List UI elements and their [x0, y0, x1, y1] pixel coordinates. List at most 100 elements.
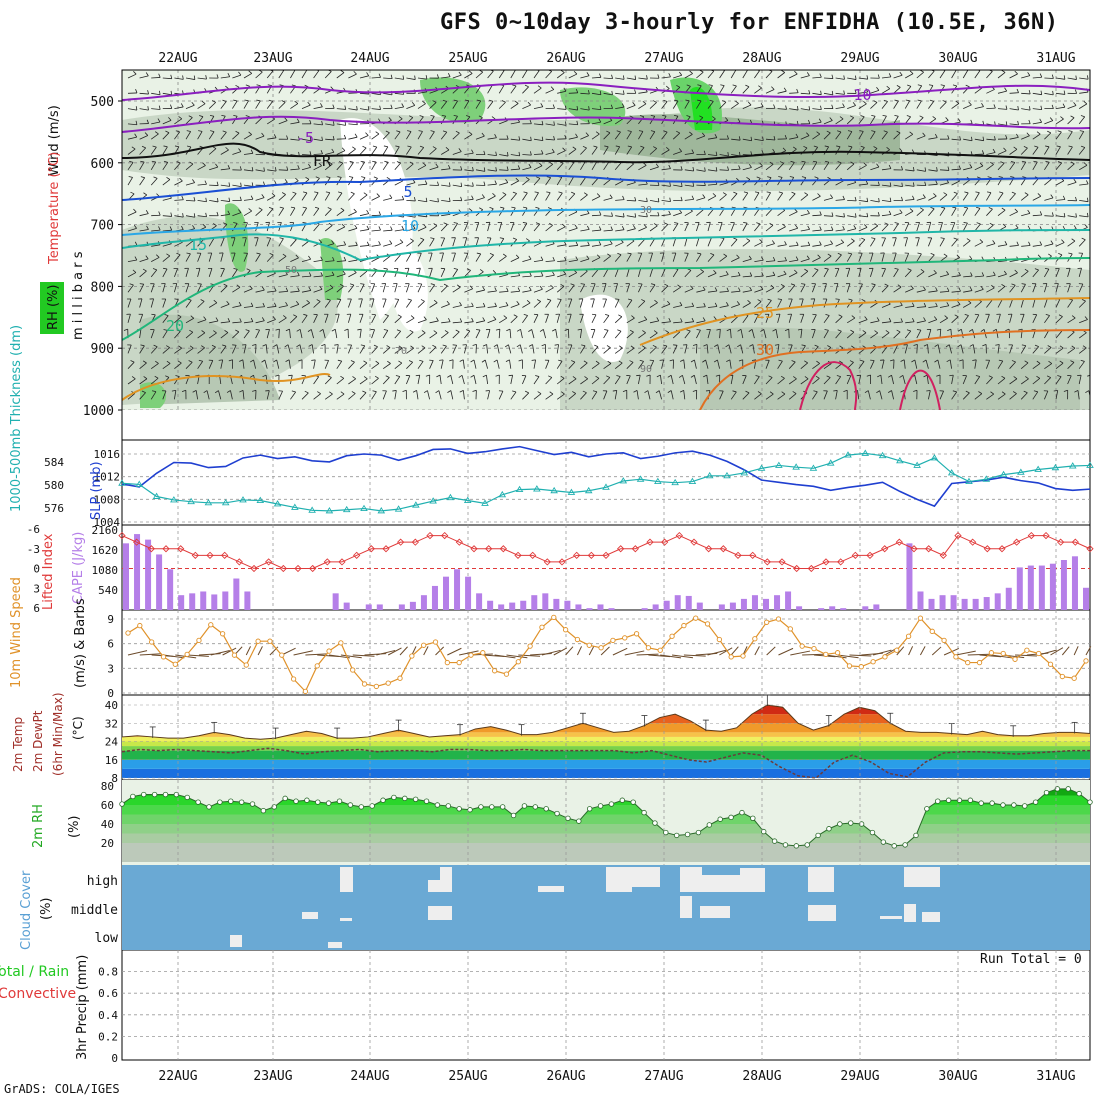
wind-barb-flag	[874, 330, 879, 334]
wind-barb-flag	[285, 359, 290, 362]
lifted-index-point	[147, 545, 155, 553]
wind-barb-flag	[522, 222, 527, 224]
wind-barb-flag	[790, 160, 795, 163]
lifted-index-point	[807, 564, 815, 573]
pressure-tick-label: 900	[91, 342, 114, 357]
wind-barb	[649, 238, 656, 247]
wind-barb-flag	[1094, 146, 1098, 148]
wind-barb	[835, 180, 844, 186]
temp-tick-label: 8	[111, 772, 118, 785]
wind-barb-flag	[690, 374, 695, 378]
wind-barb-flag	[493, 316, 497, 320]
wind-barb	[672, 286, 681, 293]
wind-barb	[717, 344, 720, 354]
wind-barb-flag	[612, 390, 617, 392]
wind-barb	[545, 123, 555, 126]
wind-barb	[835, 376, 842, 385]
wind-barb-flag	[781, 391, 786, 395]
wind-barb-flag	[884, 222, 889, 225]
wind-barb-flag	[158, 211, 161, 216]
rh-point	[782, 842, 789, 848]
wind-barb	[462, 359, 465, 369]
wind-barb	[232, 212, 242, 217]
wind-speed-point	[811, 645, 817, 652]
wind-barb-flag	[629, 360, 634, 363]
cape-tick-label: 540	[98, 584, 118, 597]
wind-barb	[986, 192, 992, 201]
wind-barb-flag	[182, 213, 184, 218]
rh-point	[815, 832, 821, 839]
wind-barb	[522, 275, 532, 278]
lifted-index-point	[323, 558, 331, 566]
wind-barb	[684, 152, 694, 155]
wind-barb-flag	[523, 313, 528, 316]
wind-barb-flag	[580, 283, 585, 285]
wind-barb-flag	[268, 99, 273, 102]
wind-barb	[313, 359, 316, 369]
wind-barb	[684, 344, 688, 354]
cloud-block	[340, 867, 353, 892]
wind-barb-flag	[837, 161, 842, 164]
wind-barb	[638, 253, 643, 262]
wind-barb-flag	[815, 375, 820, 379]
wind-barb	[1078, 131, 1085, 140]
pressure-tick-label: 800	[91, 280, 114, 295]
wind-barb-flag	[826, 375, 831, 378]
wind-barb-flag	[465, 115, 471, 118]
wind-barb	[974, 208, 981, 216]
wind-barb-flag	[437, 181, 439, 186]
wind-barb	[265, 344, 268, 354]
wind-barb	[649, 102, 657, 109]
wind-barb-flag	[969, 255, 973, 260]
wind-barb-flag	[575, 133, 578, 138]
wind-barb	[870, 225, 879, 232]
wind-barb-10m	[245, 646, 251, 656]
ylabel-thickness: 1000-500mb Thickness (dm)	[9, 325, 24, 512]
wind-barb	[406, 200, 416, 202]
wind-barb-flag	[227, 210, 231, 215]
wind-barb-flag	[1058, 314, 1063, 317]
wind-barb	[963, 138, 973, 142]
wind-speed-point	[160, 654, 167, 660]
cape-bar	[542, 593, 549, 610]
cape-bar	[928, 598, 935, 610]
wind-barb	[556, 192, 563, 201]
wind-barb-flag	[170, 212, 173, 217]
wind-barb	[533, 359, 536, 369]
wind-barb-flag	[286, 135, 289, 140]
rh-point	[761, 828, 767, 835]
wind-barb-10m	[1061, 646, 1070, 656]
wind-barb	[162, 255, 171, 262]
wind-barb	[174, 118, 183, 125]
wind-barb	[1044, 283, 1048, 293]
wind-barb-flag	[303, 313, 308, 316]
wind-barb-flag	[225, 85, 229, 89]
wind-barb	[533, 314, 539, 323]
wind-speed-point	[491, 668, 498, 674]
wind-barb	[603, 92, 613, 96]
wind-barb	[800, 270, 809, 278]
wind-barb	[951, 180, 960, 186]
thickness-point	[636, 475, 645, 482]
wind-barb	[452, 345, 458, 354]
rh-shade-region	[140, 382, 167, 408]
wind-barb	[150, 391, 157, 400]
wind-barb-flag	[239, 389, 244, 393]
wind-barb	[1067, 146, 1073, 155]
lifted-index-point	[397, 538, 405, 546]
wind-barb-flag	[296, 328, 301, 332]
wind-barb	[881, 237, 886, 247]
cape-bar	[244, 591, 251, 610]
cape-bar	[829, 606, 836, 610]
rh-point	[325, 800, 332, 806]
wind-barb	[185, 163, 194, 171]
wind-barb-flag	[715, 167, 718, 172]
cape-bar	[597, 604, 604, 610]
isotherm-line	[122, 257, 1090, 341]
rh-point	[597, 803, 604, 809]
wind-barb-flag	[192, 225, 196, 229]
rh-shade-region	[580, 294, 628, 362]
wind-barb-flag	[715, 374, 720, 377]
wind-barb	[139, 298, 143, 308]
wind-barb-flag	[316, 299, 321, 302]
